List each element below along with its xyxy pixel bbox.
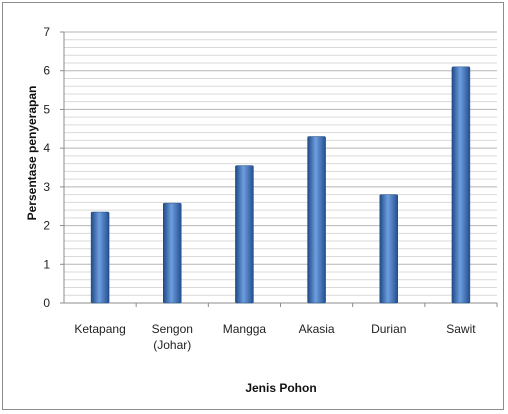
y-tick-label: 0 bbox=[43, 296, 50, 310]
y-tick-label: 6 bbox=[43, 64, 50, 78]
x-tick-label: Ketapang bbox=[74, 322, 125, 336]
bar bbox=[90, 211, 110, 304]
y-tick-label: 1 bbox=[43, 257, 50, 271]
bar bbox=[451, 66, 471, 304]
y-tick-label: 2 bbox=[43, 219, 50, 233]
y-tick-label: 5 bbox=[43, 102, 50, 116]
y-tick-labels: 0 1 2 3 4 5 6 7 bbox=[43, 25, 50, 310]
y-tick-label: 3 bbox=[43, 180, 50, 194]
bars bbox=[90, 66, 471, 304]
x-axis-title: Jenis Pohon bbox=[245, 381, 316, 395]
y-tick-label: 4 bbox=[43, 141, 50, 155]
y-tick-label: 7 bbox=[43, 25, 50, 39]
bar bbox=[163, 202, 182, 304]
x-tick-label: Mangga bbox=[223, 322, 267, 336]
y-axis-title: Persentase penyerapan bbox=[25, 86, 39, 221]
bar bbox=[235, 165, 254, 304]
x-tick-label: Sengon (Johar) bbox=[152, 322, 193, 352]
gridlines bbox=[64, 31, 497, 296]
x-tick-label: Sawit bbox=[446, 322, 476, 336]
x-tick-label: Durian bbox=[371, 322, 406, 336]
x-category-labels: Ketapang Sengon (Johar) Mangga Akasia Durian S… bbox=[74, 322, 476, 352]
bar bbox=[307, 136, 326, 304]
bar bbox=[379, 194, 398, 304]
x-tick-label: Akasia bbox=[299, 322, 335, 336]
axes bbox=[60, 31, 498, 307]
